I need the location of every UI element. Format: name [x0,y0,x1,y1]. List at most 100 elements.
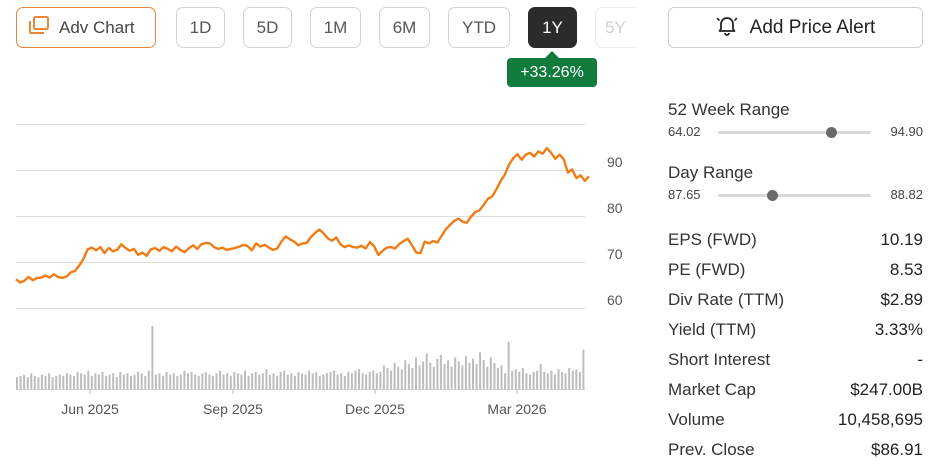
period-6m-button[interactable]: 6M [379,7,430,48]
volume-bar [472,358,474,389]
volume-bar [108,374,111,389]
volume-bar [425,353,428,389]
period-ytd-button[interactable]: YTD [448,7,510,48]
volume-bar [390,370,393,389]
adv-chart-button[interactable]: Adv Chart [16,7,156,48]
day-range: Day Range 87.65 88.82 [668,163,923,204]
volume-bar [187,373,189,390]
period-1m-button[interactable]: 1M [310,7,361,48]
volume-bar [340,373,343,390]
volume-bar [543,371,546,389]
volume-bar [126,373,129,390]
volume-bar [511,370,514,389]
volume-bar [486,366,489,389]
volume-bar [393,362,396,390]
volume-bar [147,370,150,389]
change-badge: +33.26% [507,51,597,87]
volume-bar [329,371,332,389]
volume-bar [62,375,65,389]
volume-bar [276,375,279,389]
volume-bar [226,373,229,390]
volume-bars [16,326,585,390]
volume-bar [140,373,143,390]
volume-bar [211,375,214,389]
stat-prev-close: Prev. Close $86.91 [668,440,923,459]
volume-bar [58,374,61,389]
volume-bar [546,373,549,390]
volume-bar [479,352,482,390]
volume-bar [154,374,157,389]
stat-volume: Volume 10,458,695 [668,410,923,429]
volume-bar [539,364,542,389]
key-stats: EPS (FWD) 10.19 PE (FWD) 8.53 Div Rate (TT… [668,225,923,465]
volume-bar [372,370,375,389]
add-price-alert-button[interactable]: Add Price Alert [668,7,923,48]
volume-bar [19,375,22,389]
volume-bar [411,368,414,389]
52-week-high: 94.90 [890,124,923,139]
volume-bar [26,377,29,389]
volume-bar [119,371,122,389]
volume-bar [521,368,524,389]
volume-bar [322,374,325,389]
volume-bar [194,374,197,389]
volume-bar [500,365,503,389]
period-1d-button[interactable]: 1D [176,7,225,48]
day-range-marker [766,190,778,201]
volume-bar [258,374,261,389]
volume-bar [333,370,336,389]
volume-bar [197,375,200,389]
volume-bar [183,370,186,389]
volume-bar [137,371,140,389]
volume-bar [450,366,453,389]
volume-bar [190,371,193,389]
volume-bar [90,375,93,389]
volume-bar [233,371,236,389]
y-axis-labels: 90 80 70 60 [607,154,623,308]
volume-bar [40,374,43,389]
volume-bar [311,373,314,390]
period-1y-button[interactable]: 1Y [528,7,577,48]
x-tick-label-3: Mar 2026 [487,401,546,417]
volume-bar [51,377,54,389]
volume-bar [115,377,118,389]
volume-bar [16,377,18,389]
52-week-range-track [718,127,871,138]
volume-bar [261,373,264,390]
volume-bar [76,371,79,389]
period-5y-button[interactable]: 5Y [595,7,635,48]
volume-bar [578,371,581,389]
volume-bar [400,369,403,389]
price-chart[interactable]: 90 80 70 60 Jun 2025 Sep 2025 Dec 2025 Mar 202… [0,100,640,425]
volume-bar [354,370,357,389]
volume-bar [172,373,175,390]
period-5d-button[interactable]: 5D [243,7,292,48]
volume-bar [308,370,311,389]
volume-bar [165,371,168,389]
volume-bar [304,374,307,389]
volume-bar [133,374,136,389]
bell-icon [716,14,738,42]
volume-bar [443,364,446,389]
volume-bar [518,371,521,389]
volume-bar [375,373,378,390]
volume-bar [504,373,507,390]
52-week-range-title: 52 Week Range [668,100,790,119]
52-week-range-marker [825,127,837,138]
volume-bar [87,370,90,389]
volume-bar [101,371,104,389]
volume-bar [272,373,275,390]
volume-bar [475,364,478,389]
volume-bar [265,369,268,389]
volume-bar [247,375,250,389]
volume-bar [457,361,460,389]
stat-short-interest: Short Interest - [668,350,923,369]
x-tick-label-2: Dec 2025 [345,401,405,417]
volume-bar [507,341,510,390]
volume-bar [83,374,86,389]
volume-bar [379,371,382,389]
chart-window-icon [29,16,49,39]
y-tick-label-70: 70 [607,246,623,262]
volume-bar [514,369,517,389]
volume-bar [268,374,271,389]
